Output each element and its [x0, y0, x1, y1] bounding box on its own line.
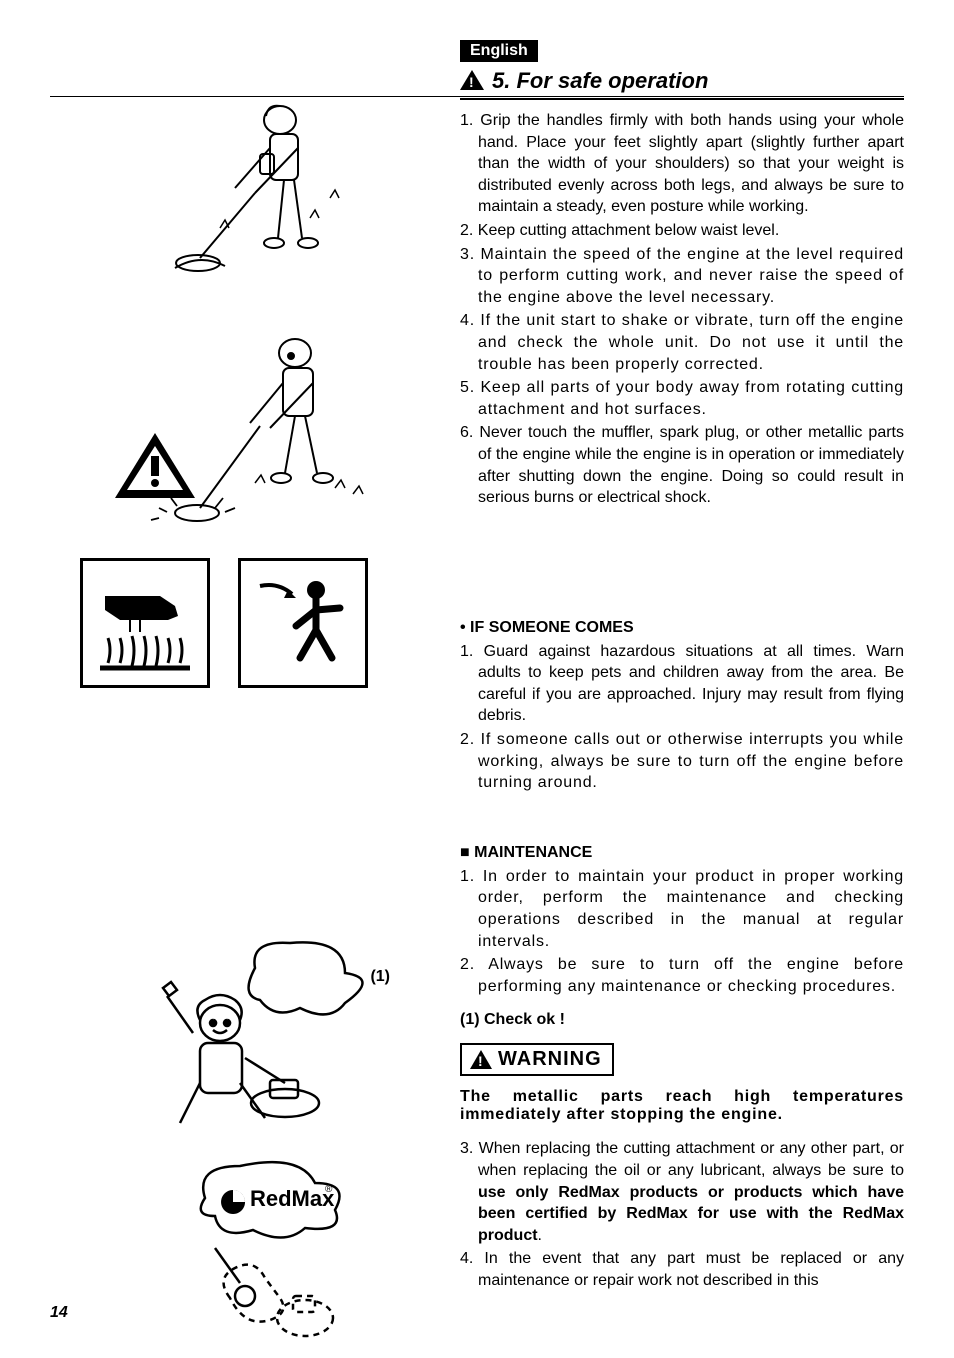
list-item: 1. Guard against hazardous situations at…	[460, 641, 904, 727]
illustration-hand-hot	[80, 558, 210, 688]
illustration-redmax-parts: RedMax ®	[100, 1148, 430, 1358]
warning-triangle-icon	[460, 70, 484, 90]
warning-paragraph: The metallic parts reach high temperatur…	[460, 1088, 904, 1124]
svg-text:®: ®	[325, 1184, 333, 1195]
list-item: 3. When replacing the cutting attachment…	[460, 1138, 904, 1246]
maintenance-heading: MAINTENANCE	[460, 844, 904, 862]
language-badge: English	[460, 40, 538, 62]
list-item: 5. Keep all parts of your body away from…	[460, 377, 904, 420]
warning-label: WARNING	[498, 1048, 602, 1071]
list-item: 3. Maintain the speed of the engine at t…	[460, 244, 904, 309]
illustration-thrown-debris	[238, 558, 368, 688]
list-item: 1. Grip the handles firmly with both han…	[460, 110, 904, 218]
list-item: 4. In the event that any part must be re…	[460, 1248, 904, 1291]
if-someone-comes-list: 1. Guard against hazardous situations at…	[460, 641, 904, 794]
list-item: 6. Never touch the muffler, spark plug, …	[460, 422, 904, 508]
list-item: 1. In order to maintain your product in …	[460, 866, 904, 952]
maintenance-list-continued: 3. When replacing the cutting attachment…	[460, 1138, 904, 1291]
warning-triangle-icon	[470, 1050, 492, 1069]
illustration-operator-warning	[80, 328, 430, 538]
section-title: 5. For safe operation	[492, 68, 708, 94]
warning-box: WARNING	[460, 1043, 614, 1076]
safe-operation-list: 1. Grip the handles firmly with both han…	[460, 110, 904, 509]
svg-text:RedMax: RedMax	[250, 1186, 335, 1211]
list-item: 2. Keep cutting attachment below waist l…	[460, 220, 904, 242]
if-someone-comes-heading: IF SOMEONE COMES	[460, 619, 904, 637]
illustration-operator-stance	[110, 98, 430, 308]
check-ok-label: (1) Check ok !	[460, 1011, 904, 1029]
maintenance-list: 1. In order to maintain your product in …	[460, 866, 904, 998]
list-item: 4. If the unit start to shake or vibrate…	[460, 310, 904, 375]
list-item: 2. Always be sure to turn off the engine…	[460, 954, 904, 997]
illustration-check-ok: (1)	[100, 928, 430, 1128]
figure-label: (1)	[370, 968, 390, 986]
page-number: 14	[50, 1304, 68, 1322]
list-item: 2. If someone calls out or otherwise int…	[460, 729, 904, 794]
